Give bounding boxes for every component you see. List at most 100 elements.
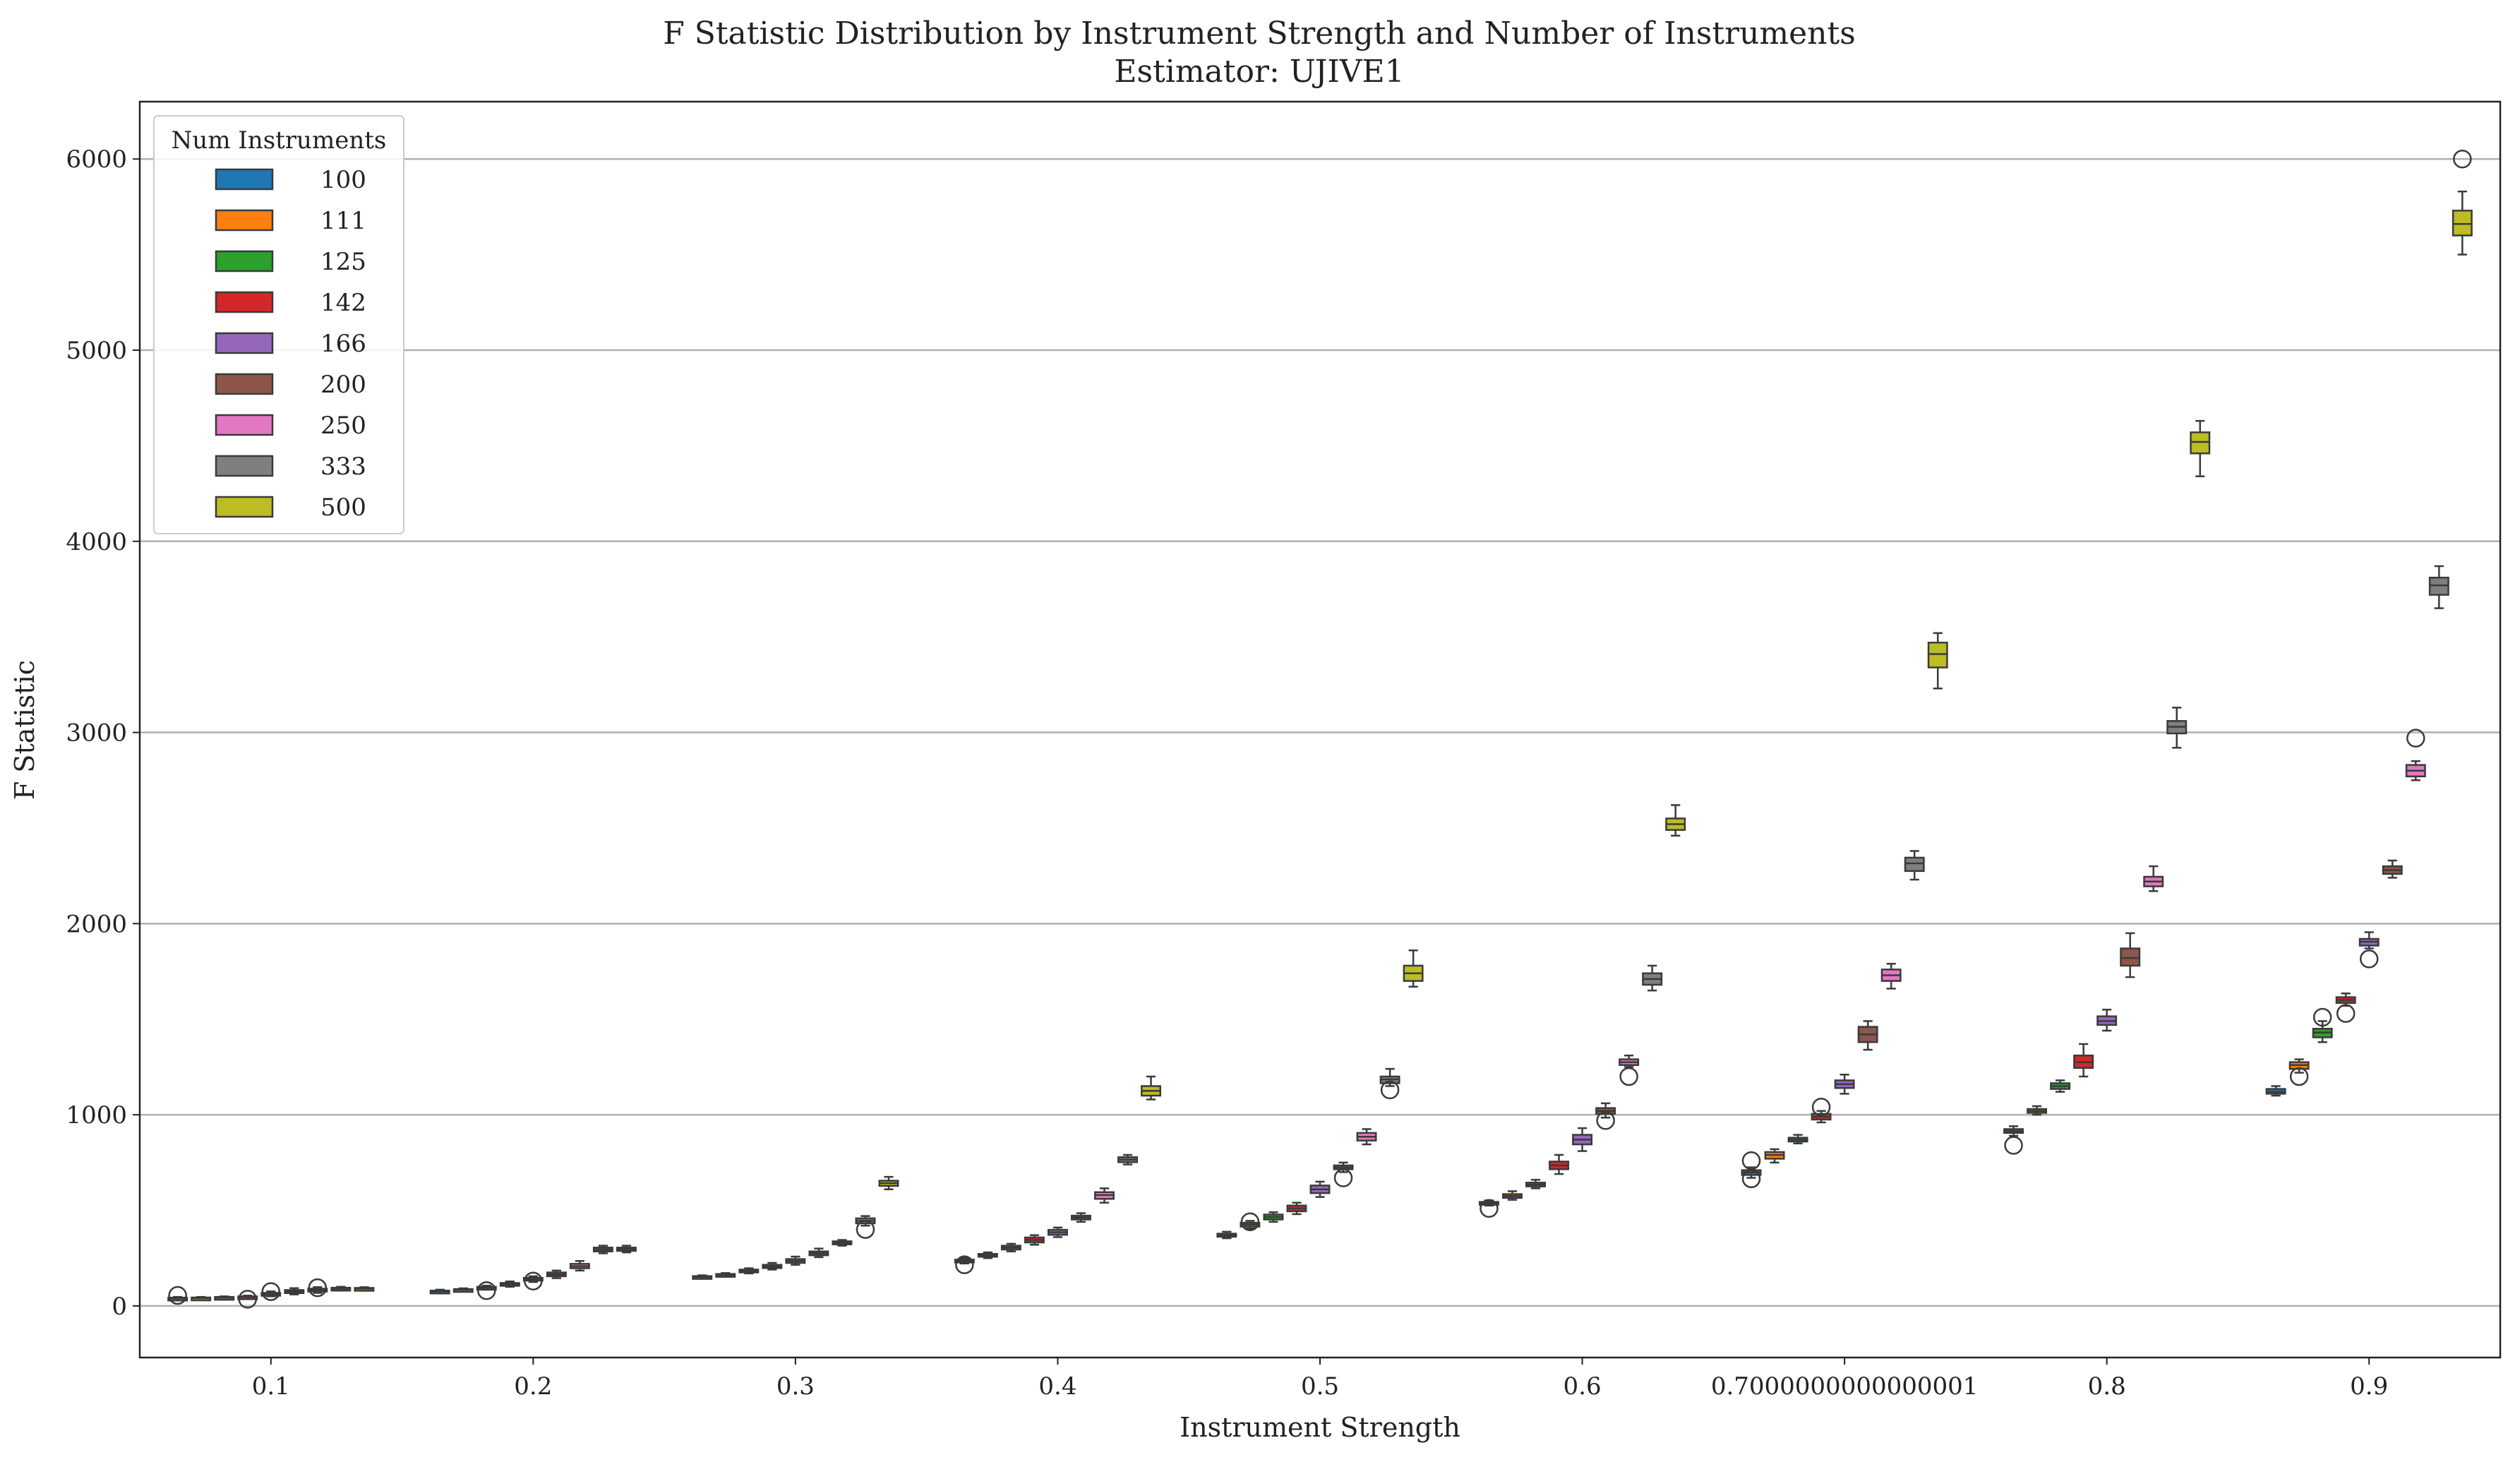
box-125-0.6 bbox=[1525, 1178, 1546, 1190]
box-250-0.3 bbox=[832, 1239, 853, 1247]
x-tick-label: 0.7000000000000001 bbox=[1711, 1372, 1979, 1401]
box-100-0.5 bbox=[1216, 1230, 1237, 1240]
box-166-0.2 bbox=[522, 1271, 544, 1290]
legend-label: 166 bbox=[320, 330, 366, 358]
box-333-0.3 bbox=[855, 1215, 876, 1239]
box-200-0.8 bbox=[2120, 932, 2141, 978]
legend-swatch bbox=[215, 332, 274, 354]
box-142-0.4 bbox=[1024, 1234, 1045, 1246]
box-111-0.7000000000000001 bbox=[1764, 1148, 1785, 1164]
y-tick-label: 3000 bbox=[66, 719, 127, 748]
box-100-0.3 bbox=[692, 1274, 713, 1280]
outlier-point bbox=[308, 1278, 328, 1298]
box-200-0.1 bbox=[284, 1287, 305, 1295]
x-axis-label: Instrument Strength bbox=[1180, 1412, 1460, 1443]
box-100-0.4 bbox=[954, 1255, 975, 1274]
x-tick-label: 0.4 bbox=[1038, 1372, 1076, 1401]
box-200-0.3 bbox=[808, 1247, 829, 1259]
legend-label: 142 bbox=[320, 289, 366, 317]
y-tick-label: 0 bbox=[112, 1293, 127, 1321]
legend-item-111: 111 bbox=[215, 207, 366, 235]
box-200-0.7000000000000001 bbox=[1857, 1020, 1878, 1051]
box-200-0.5 bbox=[1333, 1161, 1354, 1187]
outlier-point bbox=[2453, 149, 2472, 169]
legend-label: 111 bbox=[320, 207, 366, 235]
box-166-0.8 bbox=[2096, 1008, 2118, 1032]
box-body bbox=[2120, 947, 2141, 967]
box-100-0.6 bbox=[1478, 1199, 1499, 1218]
box-body bbox=[1927, 642, 1948, 669]
box-111-0.2 bbox=[452, 1287, 474, 1293]
box-250-0.6 bbox=[1619, 1054, 1640, 1086]
legend-label: 125 bbox=[320, 248, 366, 276]
box-333-0.8 bbox=[2166, 707, 2188, 749]
outlier-point bbox=[238, 1290, 258, 1309]
box-500-0.9 bbox=[2452, 149, 2473, 256]
box-body bbox=[2452, 210, 2473, 236]
box-125-0.7000000000000001 bbox=[1787, 1134, 1808, 1144]
plot-marks bbox=[167, 149, 2473, 1309]
x-axis: 0.1 0.2 0.3 0.4 0.5 0.6 0.7000000000000001 0.8 0… bbox=[252, 1358, 2388, 1401]
outlier-point bbox=[477, 1281, 496, 1300]
outlier-point bbox=[856, 1220, 875, 1239]
legend-swatch bbox=[215, 250, 274, 272]
outlier-point bbox=[2406, 729, 2425, 748]
box-111-0.4 bbox=[977, 1251, 998, 1259]
box-111-0.6 bbox=[1502, 1190, 1523, 1201]
outlier-point bbox=[1741, 1151, 1761, 1170]
outlier-point bbox=[1741, 1169, 1761, 1189]
legend-label: 500 bbox=[320, 493, 366, 522]
box-200-0.6 bbox=[1595, 1102, 1616, 1130]
box-100-0.8 bbox=[2003, 1125, 2024, 1155]
outlier-point bbox=[2336, 1004, 2356, 1023]
legend-label: 250 bbox=[320, 412, 366, 440]
box-333-0.5 bbox=[1379, 1067, 1400, 1100]
box-166-0.5 bbox=[1309, 1180, 1331, 1198]
y-grid bbox=[140, 157, 2500, 1307]
box-142-0.8 bbox=[2073, 1043, 2094, 1078]
legend-item-500: 500 bbox=[215, 493, 366, 522]
legend-swatch bbox=[215, 414, 274, 436]
x-tick-label: 0.9 bbox=[2350, 1372, 2388, 1401]
box-250-0.4 bbox=[1094, 1187, 1115, 1204]
legend-swatch bbox=[215, 455, 274, 477]
box-body bbox=[1904, 856, 1925, 873]
box-250-0.9 bbox=[2405, 729, 2426, 781]
y-tick-label: 4000 bbox=[66, 528, 127, 556]
x-tick-label: 0.1 bbox=[252, 1372, 290, 1401]
box-111-0.9 bbox=[2288, 1058, 2310, 1086]
y-tick-label: 6000 bbox=[66, 145, 127, 174]
box-333-0.2 bbox=[592, 1245, 613, 1254]
box-166-0.7000000000000001 bbox=[1834, 1074, 1855, 1095]
box-333-0.4 bbox=[1117, 1154, 1138, 1166]
box-500-0.8 bbox=[2190, 419, 2211, 477]
box-200-0.4 bbox=[1071, 1212, 1091, 1223]
box-200-0.9 bbox=[2382, 859, 2403, 879]
box-250-0.1 bbox=[307, 1278, 328, 1298]
outlier-point bbox=[2289, 1067, 2309, 1086]
outlier-point bbox=[1380, 1080, 1400, 1100]
box-142-0.3 bbox=[762, 1262, 783, 1271]
box-142-0.6 bbox=[1549, 1154, 1569, 1175]
box-125-0.8 bbox=[2050, 1079, 2071, 1093]
legend-swatch bbox=[215, 373, 274, 395]
chart-subtitle: Estimator: UJIVE1 bbox=[1114, 54, 1404, 90]
box-100-0.1 bbox=[167, 1286, 188, 1305]
box-100-0.9 bbox=[2265, 1085, 2286, 1097]
legend-item-142: 142 bbox=[215, 289, 366, 317]
x-tick-label: 0.2 bbox=[514, 1372, 552, 1401]
box-500-0.4 bbox=[1141, 1075, 1162, 1101]
box-111-0.3 bbox=[715, 1272, 736, 1278]
outlier-point bbox=[1811, 1098, 1831, 1117]
chart-title: F Statistic Distribution by Instrument S… bbox=[663, 16, 1856, 52]
outlier-point bbox=[524, 1271, 543, 1290]
legend-item-333: 333 bbox=[215, 453, 366, 481]
box-333-0.9 bbox=[2428, 565, 2449, 609]
outlier-point bbox=[2004, 1136, 2023, 1155]
outlier-point bbox=[1596, 1110, 1615, 1130]
box-333-0.6 bbox=[1642, 964, 1663, 992]
box-125-0.9 bbox=[2312, 1007, 2333, 1043]
box-200-0.2 bbox=[546, 1269, 567, 1279]
box-250-0.5 bbox=[1356, 1128, 1377, 1146]
